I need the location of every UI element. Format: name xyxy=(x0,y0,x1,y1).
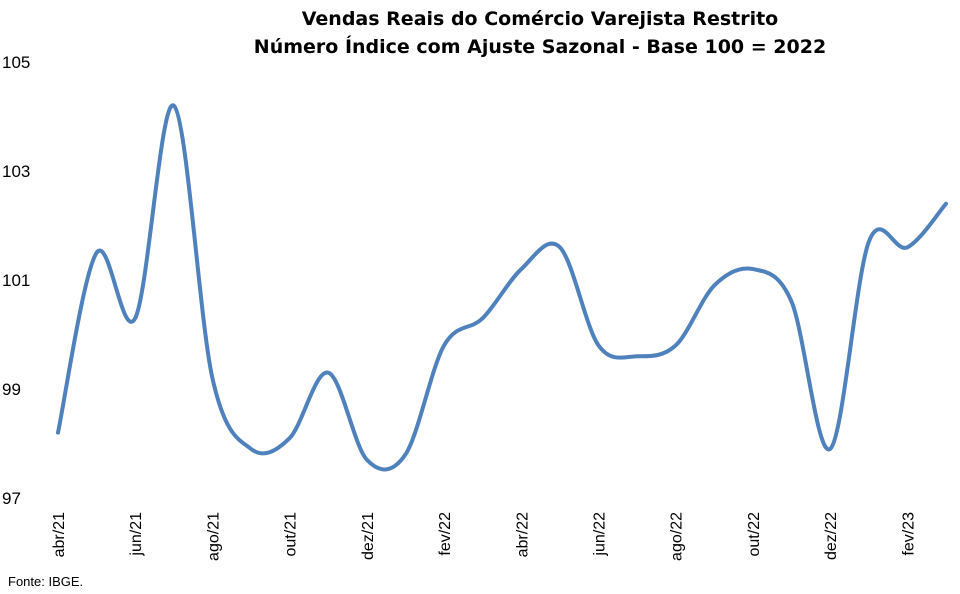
y-tick-label: 99 xyxy=(2,380,21,399)
y-tick-label: 105 xyxy=(2,53,30,72)
chart-subtitle: Número Índice com Ajuste Sazonal - Base … xyxy=(253,36,827,58)
y-tick-label: 97 xyxy=(2,489,21,508)
plot-area xyxy=(56,103,948,472)
x-tick-label: abr/22 xyxy=(514,512,531,557)
y-axis: 97 99 101 103 105 xyxy=(2,53,30,508)
x-tick-label: ago/22 xyxy=(669,512,686,561)
x-tick-label: dez/21 xyxy=(360,512,377,560)
y-tick-label: 103 xyxy=(2,162,30,181)
x-tick-label: fev/22 xyxy=(437,512,454,556)
x-tick-label: dez/22 xyxy=(823,512,840,560)
x-tick-label: out/21 xyxy=(283,512,300,557)
x-tick-label: jun/21 xyxy=(128,512,145,557)
chart-title: Vendas Reais do Comércio Varejista Restr… xyxy=(301,8,779,30)
x-tick-label: fev/23 xyxy=(900,512,917,556)
x-tick-label: jun/22 xyxy=(592,512,609,557)
source-note: Fonte: IBGE. xyxy=(8,574,84,589)
x-tick-label: ago/21 xyxy=(205,512,222,561)
x-tick-label: abr/21 xyxy=(51,512,68,557)
series-line xyxy=(56,103,948,472)
x-tick-label: out/22 xyxy=(746,512,763,557)
x-axis: abr/21 jun/21 ago/21 out/21 dez/21 fev/22 abr/… xyxy=(51,512,917,561)
y-tick-label: 101 xyxy=(2,271,30,290)
